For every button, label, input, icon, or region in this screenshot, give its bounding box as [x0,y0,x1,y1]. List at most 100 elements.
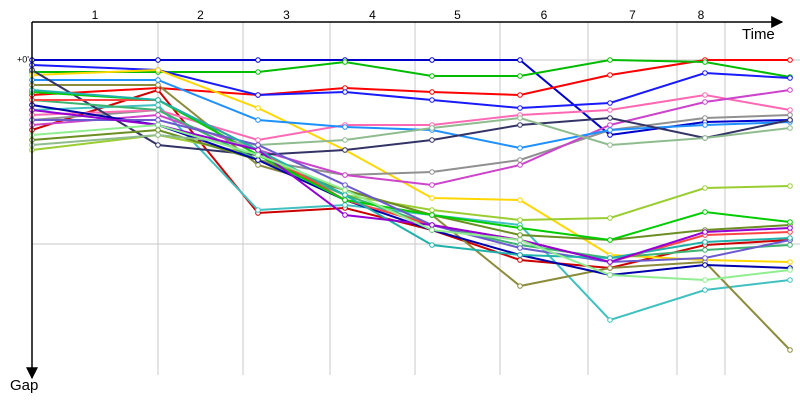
point [429,137,435,143]
point [607,122,613,128]
point [342,89,348,95]
point [607,259,613,265]
point [787,87,793,93]
point [787,75,793,81]
point [342,59,348,65]
point [517,217,523,223]
point [429,182,435,188]
point [702,277,708,283]
point [517,245,523,251]
point [607,132,613,138]
lap-label: 4 [369,8,376,22]
lap-label: 3 [283,8,290,22]
series-line [31,59,790,97]
point [429,195,435,201]
point [155,57,161,63]
point [787,57,793,63]
point [155,97,161,103]
point [342,147,348,153]
point [342,172,348,178]
point [155,82,161,88]
point [787,183,793,189]
point [255,157,261,163]
series-line [31,133,791,222]
point [342,202,348,208]
point [155,132,161,138]
point [702,209,708,215]
point [342,212,348,218]
point [429,73,435,79]
point [787,225,793,231]
point [702,255,708,261]
point [429,125,435,131]
point [702,59,708,65]
point [702,185,708,191]
point [517,145,523,151]
point [255,117,261,123]
point [787,117,793,123]
point [155,107,161,113]
lap-label: 5 [454,8,461,22]
point [517,283,523,289]
point [517,57,523,63]
point [255,57,261,63]
point [429,57,435,63]
point [702,70,708,76]
point [429,222,435,228]
point [255,105,261,111]
point [702,287,708,293]
point [787,107,793,113]
lap-label: 1 [92,8,99,22]
y-axis-title: Gap [10,377,38,394]
point [155,112,161,118]
point [342,187,348,193]
point [517,257,523,263]
point [155,117,161,123]
point [702,135,708,141]
point [517,252,523,258]
point [607,215,613,221]
point [607,272,613,278]
point [255,69,261,75]
point [155,142,161,148]
point [517,105,523,111]
point [517,157,523,163]
point [429,207,435,213]
point [255,137,261,143]
point [429,242,435,248]
point [342,197,348,203]
point [607,57,613,63]
point [155,127,161,133]
series-line [31,123,791,282]
point [255,162,261,168]
point [155,87,161,93]
point [607,317,613,323]
point [787,235,793,241]
point [607,100,613,106]
point [155,102,161,108]
series-line [31,93,791,142]
point [607,115,613,121]
point [255,207,261,213]
x-axis-title: Time [742,26,775,43]
point [342,182,348,188]
point [517,232,523,238]
point [702,239,708,245]
point [255,152,261,158]
point [702,115,708,121]
point [787,267,793,273]
point [342,137,348,143]
point [517,237,523,243]
point [787,112,793,118]
point [702,247,708,253]
lap-label: 8 [698,8,705,22]
point [255,142,261,148]
point [607,265,613,271]
point [517,225,523,231]
point [702,229,708,235]
point [607,142,613,148]
lap-label: 6 [541,8,548,22]
point [607,237,613,243]
point [429,89,435,95]
